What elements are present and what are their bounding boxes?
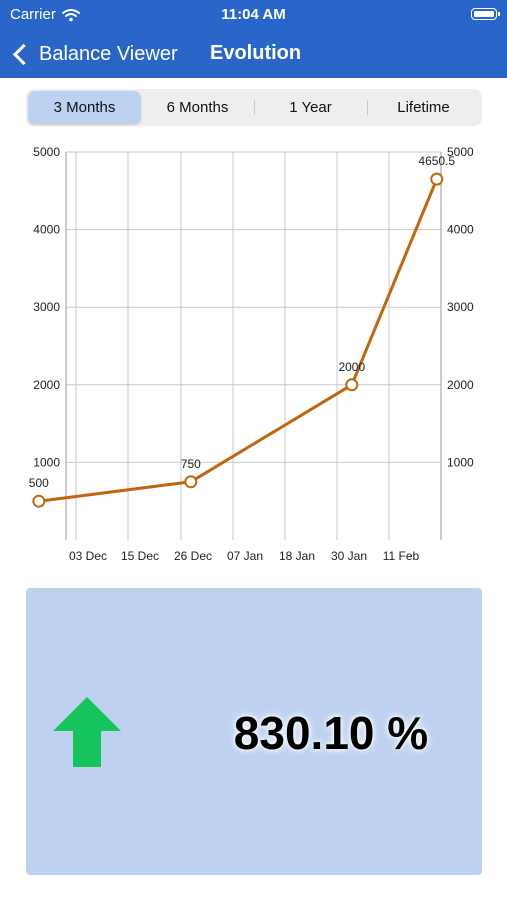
data-label: 500 bbox=[29, 476, 49, 490]
y-tick-label-right: 3000 bbox=[447, 300, 474, 314]
wifi-icon bbox=[61, 8, 80, 21]
chevron-left-icon bbox=[12, 43, 35, 65]
x-tick-label: 26 Dec bbox=[174, 549, 212, 563]
data-point bbox=[32, 494, 46, 508]
x-tick-label: 18 Jan bbox=[279, 549, 315, 563]
page-title: Evolution bbox=[210, 42, 302, 64]
y-tick-label-right: 1000 bbox=[447, 455, 474, 469]
status-time: 11:04 AM bbox=[221, 6, 286, 23]
status-bar: Carrier 11:04 AM bbox=[0, 0, 507, 30]
data-label: 4650.5 bbox=[418, 154, 455, 168]
y-tick-label-left: 3000 bbox=[33, 300, 60, 314]
series-line bbox=[38, 178, 439, 503]
data-point bbox=[345, 378, 359, 392]
y-tick-label-left: 5000 bbox=[33, 145, 60, 159]
y-tick-label-left: 2000 bbox=[33, 378, 60, 392]
y-tick-label-right: 4000 bbox=[447, 223, 474, 237]
x-tick-label: 30 Jan bbox=[331, 549, 367, 563]
battery-icon bbox=[471, 8, 500, 20]
x-tick-label: 03 Dec bbox=[69, 549, 107, 563]
period-segmented-control: 3 Months 6 Months 1 Year Lifetime bbox=[26, 89, 482, 126]
back-label: Balance Viewer bbox=[39, 42, 178, 65]
y-tick-label-left: 1000 bbox=[33, 455, 60, 469]
y-tick-label-right: 5000 bbox=[447, 145, 474, 159]
y-tick-label-left: 4000 bbox=[33, 223, 60, 237]
data-label: 2000 bbox=[338, 360, 365, 374]
segment-3-months[interactable]: 3 Months bbox=[28, 91, 141, 124]
percent-change-value: 830.10 % bbox=[233, 707, 429, 759]
status-carrier: Carrier bbox=[10, 6, 80, 23]
x-tick-label: 11 Feb bbox=[383, 549, 420, 563]
data-point bbox=[430, 172, 444, 186]
data-point bbox=[184, 475, 198, 489]
y-tick-label-right: 2000 bbox=[447, 378, 474, 392]
arrow-up-icon bbox=[53, 697, 121, 767]
x-tick-label: 07 Jan bbox=[227, 549, 263, 563]
segment-lifetime[interactable]: Lifetime bbox=[367, 91, 480, 124]
segment-6-months[interactable]: 6 Months bbox=[166, 99, 229, 116]
back-button[interactable]: Balance Viewer bbox=[10, 38, 178, 70]
nav-bar: Balance Viewer Evolution bbox=[0, 30, 507, 78]
data-label: 750 bbox=[181, 457, 201, 471]
summary-card: 830.10 % bbox=[26, 588, 482, 875]
segment-1-year[interactable]: 1 Year bbox=[254, 91, 367, 124]
x-tick-label: 15 Dec bbox=[121, 549, 159, 563]
carrier-label: Carrier bbox=[10, 6, 56, 23]
